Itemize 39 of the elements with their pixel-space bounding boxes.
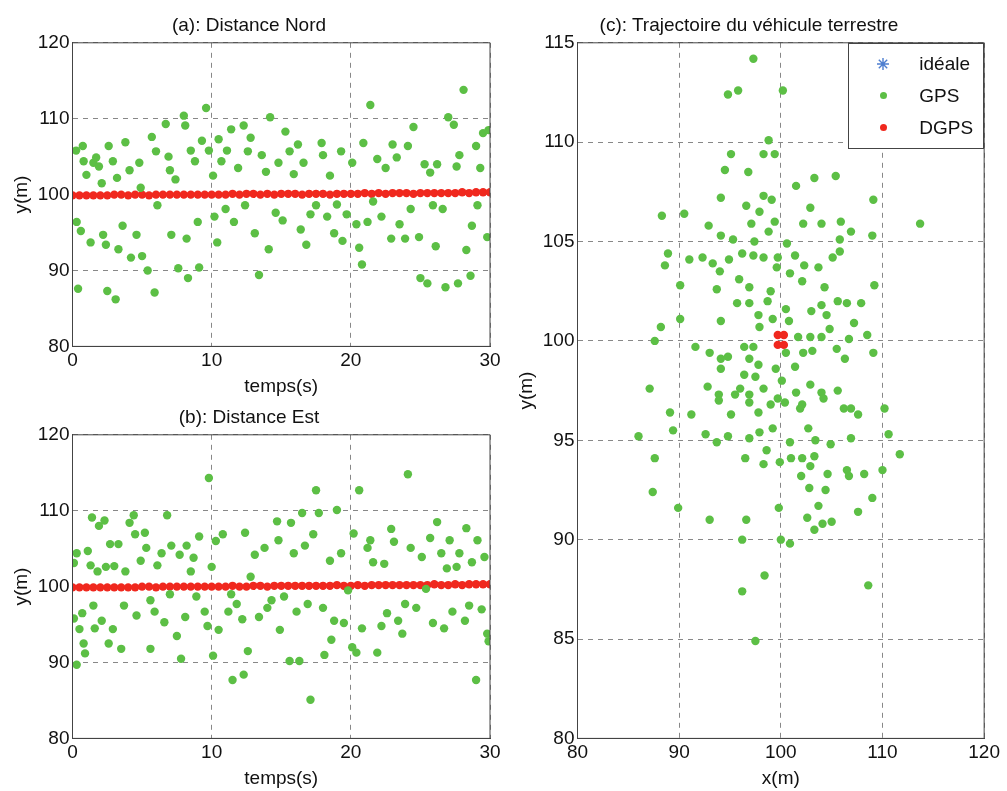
y-tick-label: 85 (553, 627, 575, 649)
legend-label: GPS (919, 84, 960, 107)
legend-label: DGPS (919, 116, 974, 139)
x-tick-label: 120 (968, 741, 1000, 763)
x-tick-label: 100 (764, 741, 797, 763)
y-axis-title: y(m) (9, 567, 31, 606)
x-axis-title: temps(s) (244, 374, 319, 396)
y-tick-label: 90 (48, 650, 70, 672)
x-tick-label: 30 (479, 349, 501, 371)
x-axis-title: temps(s) (244, 766, 319, 788)
x-axis-title: x(m) (761, 766, 800, 788)
y-axis-title: y(m) (514, 371, 536, 410)
y-tick-label: 100 (37, 182, 70, 204)
y-tick-label: 105 (542, 229, 575, 251)
y-tick-label: 100 (37, 574, 70, 596)
x-tick-label: 10 (201, 741, 223, 763)
x-tick-label: 0 (67, 349, 78, 371)
x-tick-label: 110 (867, 741, 898, 763)
chart-title: (c): Trajectoire du véhicule terrestre (599, 13, 899, 35)
y-tick-label: 120 (37, 31, 70, 53)
x-tick-label: 30 (479, 741, 501, 763)
legend-label: idéale (919, 52, 971, 75)
y-tick-label: 120 (37, 423, 70, 445)
chart-title: (b): Distance Est (178, 405, 320, 427)
chart-title: (a): Distance Nord (171, 13, 327, 35)
y-tick-label: 100 (542, 329, 575, 351)
x-tick-label: 20 (340, 349, 362, 371)
y-axis-title: y(m) (9, 175, 31, 214)
y-tick-label: 90 (553, 527, 575, 549)
y-tick-label: 110 (39, 106, 70, 128)
x-tick-label: 10 (201, 349, 223, 371)
x-tick-label: 20 (340, 741, 362, 763)
x-tick-label: 0 (67, 741, 78, 763)
x-tick-label: 90 (668, 741, 690, 763)
y-tick-label: 110 (544, 130, 575, 152)
y-tick-label: 115 (544, 31, 575, 53)
y-tick-label: 90 (48, 258, 70, 280)
y-tick-label: 110 (39, 498, 70, 520)
y-tick-label: 95 (553, 428, 575, 450)
